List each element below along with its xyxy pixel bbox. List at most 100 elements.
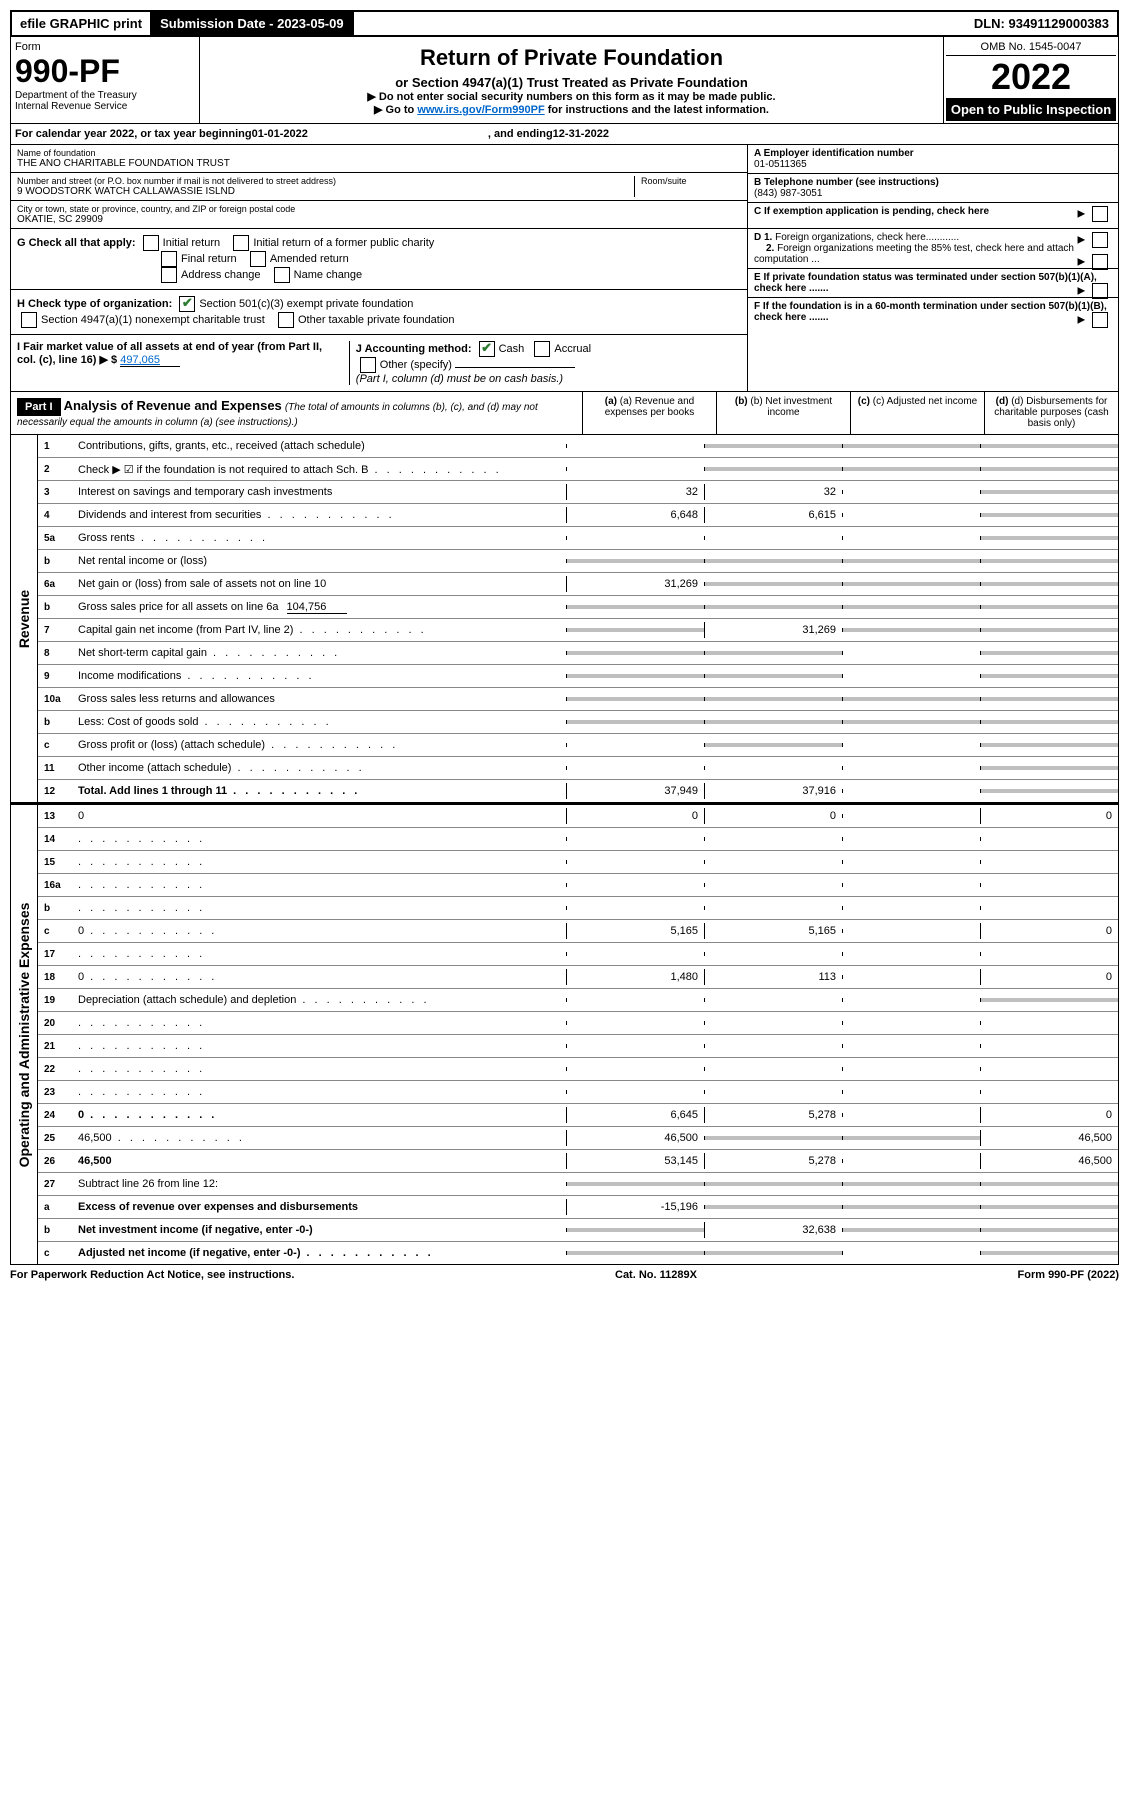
g-final-checkbox[interactable] [161, 251, 177, 267]
year-end: 12-31-2022 [553, 128, 609, 140]
col-a-value: 6,648 [566, 507, 704, 523]
col-d-header: (d) (d) Disbursements for charitable pur… [984, 392, 1118, 434]
foundation-address: 9 WOODSTORK WATCH CALLAWASSIE ISLND [17, 186, 634, 197]
efile-label[interactable]: efile GRAPHIC print [12, 12, 152, 35]
col-a-value [566, 559, 704, 563]
col-b-value [704, 766, 842, 770]
col-d-value [980, 697, 1118, 701]
col-b-value: 113 [704, 969, 842, 985]
d1-checkbox[interactable] [1092, 232, 1108, 248]
table-row: bNet investment income (if negative, ent… [38, 1219, 1118, 1242]
table-row: c05,1655,1650 [38, 920, 1118, 943]
line-description [74, 831, 566, 847]
col-b-value: 31,269 [704, 622, 842, 638]
line-description: Gross rents [74, 530, 566, 546]
g-amended-checkbox[interactable] [250, 251, 266, 267]
d2-checkbox[interactable] [1092, 254, 1108, 270]
col-c-value [842, 1136, 980, 1140]
col-a-header: (a) (a) Revenue and expenses per books [582, 392, 716, 434]
tax-year: 2022 [946, 56, 1116, 98]
h-other-checkbox[interactable] [278, 312, 294, 328]
g-initial-former-checkbox[interactable] [233, 235, 249, 251]
g-initial-checkbox[interactable] [143, 235, 159, 251]
col-d-value: 0 [980, 1107, 1118, 1123]
col-b-value [704, 1182, 842, 1186]
col-c-value [842, 883, 980, 887]
line-description: Net rental income or (loss) [74, 553, 566, 569]
line-number: b [38, 1225, 74, 1236]
col-b-value: 5,165 [704, 923, 842, 939]
table-row: 15 [38, 851, 1118, 874]
table-row: bNet rental income or (loss) [38, 550, 1118, 573]
col-a-value [566, 743, 704, 747]
col-c-value [842, 513, 980, 517]
line-number: c [38, 740, 74, 751]
line-description: Net gain or (loss) from sale of assets n… [74, 576, 566, 592]
col-d-value [980, 582, 1118, 586]
ein-label: A Employer identification number [754, 148, 1112, 159]
col-c-value [842, 1251, 980, 1255]
line-number: 23 [38, 1087, 74, 1098]
col-c-value [842, 998, 980, 1002]
line-number: 22 [38, 1064, 74, 1075]
g-address-checkbox[interactable] [161, 267, 177, 283]
table-row: 11Other income (attach schedule) [38, 757, 1118, 780]
f-label: F If the foundation is in a 60-month ter… [754, 301, 1107, 323]
col-a-value [566, 766, 704, 770]
j-label: J Accounting method: [356, 343, 472, 355]
j-other-checkbox[interactable] [360, 357, 376, 373]
h-501c3-checkbox[interactable] [179, 296, 195, 312]
line-description [74, 877, 566, 893]
col-d-value [980, 1182, 1118, 1186]
c-checkbox[interactable] [1092, 206, 1108, 222]
col-c-value [842, 536, 980, 540]
col-b-value: 6,615 [704, 507, 842, 523]
col-b-value [704, 605, 842, 609]
revenue-side-label: Revenue [11, 435, 38, 802]
col-c-value [842, 975, 980, 979]
line-number: 15 [38, 857, 74, 868]
col-c-value [842, 743, 980, 747]
col-a-value: 31,269 [566, 576, 704, 592]
col-a-value [566, 860, 704, 864]
c-exemption-label: C If exemption application is pending, c… [754, 206, 989, 217]
line-description: Other income (attach schedule) [74, 760, 566, 776]
line-number: b [38, 556, 74, 567]
col-c-value [842, 1205, 980, 1209]
line-description [74, 1061, 566, 1077]
e-checkbox[interactable] [1092, 283, 1108, 299]
dept-label: Department of the Treasury [15, 90, 195, 101]
form-link[interactable]: www.irs.gov/Form990PF [417, 104, 544, 116]
col-a-value [566, 628, 704, 632]
line-number: a [38, 1202, 74, 1213]
line-description: Total. Add lines 1 through 11 [74, 783, 566, 799]
page-footer: For Paperwork Reduction Act Notice, see … [10, 1265, 1119, 1285]
col-c-value [842, 860, 980, 864]
g-name-checkbox[interactable] [274, 267, 290, 283]
table-row: 16a [38, 874, 1118, 897]
part1-header-row: Part I Analysis of Revenue and Expenses … [10, 392, 1119, 435]
col-d-value: 0 [980, 808, 1118, 824]
col-b-value [704, 1205, 842, 1209]
col-d-value [980, 998, 1118, 1002]
col-b-value [704, 952, 842, 956]
col-a-value [566, 1021, 704, 1025]
city-label: City or town, state or province, country… [17, 204, 741, 214]
j-accrual-checkbox[interactable] [534, 341, 550, 357]
f-checkbox[interactable] [1092, 312, 1108, 328]
col-a-value [566, 536, 704, 540]
h-4947-checkbox[interactable] [21, 312, 37, 328]
entity-info: Name of foundation THE ANO CHARITABLE FO… [10, 145, 1119, 229]
col-b-value: 5,278 [704, 1107, 842, 1123]
i-fmv-value[interactable]: 497,065 [120, 354, 180, 367]
j-cash-checkbox[interactable] [479, 341, 495, 357]
table-row: 21 [38, 1035, 1118, 1058]
col-a-value [566, 837, 704, 841]
col-b-header: (b) (b) Net investment income [716, 392, 850, 434]
col-d-value [980, 789, 1118, 793]
expenses-section: Operating and Administrative Expenses 13… [10, 803, 1119, 1265]
col-d-value [980, 883, 1118, 887]
line-number: 5a [38, 533, 74, 544]
col-b-value [704, 697, 842, 701]
line-description: Contributions, gifts, grants, etc., rece… [74, 438, 566, 454]
